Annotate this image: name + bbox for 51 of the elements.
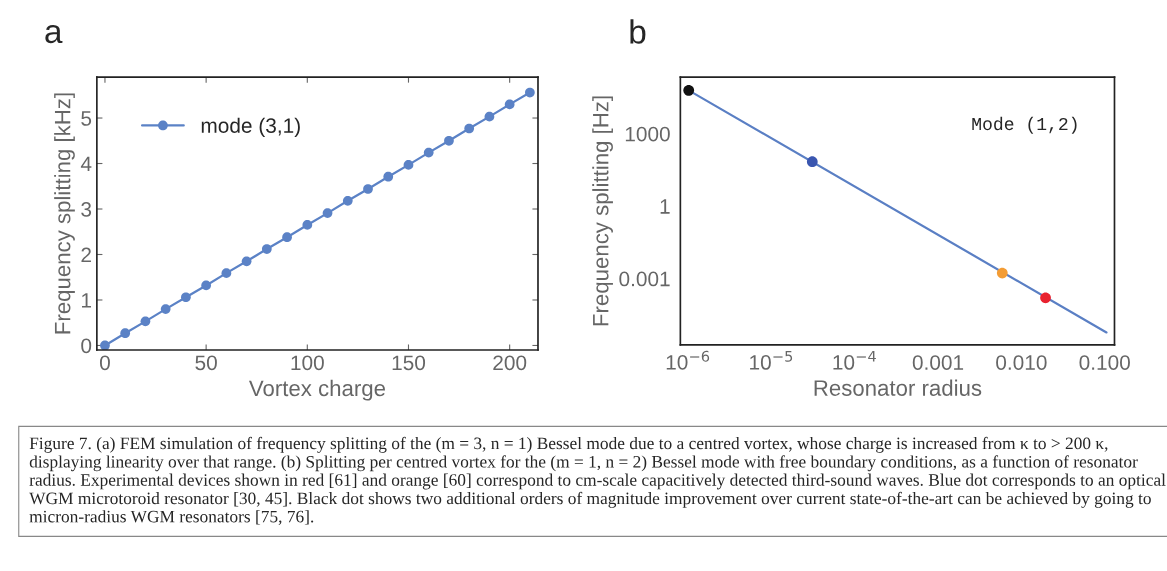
y-tick-label: 4 <box>80 156 92 172</box>
point <box>444 135 454 146</box>
point <box>201 280 211 291</box>
point <box>464 123 475 134</box>
point <box>322 208 333 218</box>
x-tick-label: 0.001 <box>912 355 964 370</box>
y-tick-label: 3 <box>81 202 92 217</box>
point <box>383 171 394 182</box>
point <box>100 340 110 351</box>
y-tick-label: 0.001 <box>619 271 670 287</box>
chart-title: a <box>45 24 63 44</box>
caption: Figure 7. (a) FEM simulation of frequency splitting of the (m = 3, n = 1) Bessel mode due to a centred vortex, whose charge is increased from κ to > 200 κ, displaying linearity over that range. (b) Splitting per centred vortex for the (m = 1, n = 2) Bessel mode with free boundary conditions, as a function of resonator radius. Experimental devices shown in red [61] and orange [60] correspond to cm-scale capacitively detected third-sound waves. Blue dot corresponds to an optical WGM microtoroid resonator [30, 45]. Black dot shows two additional orders of magnitude improvement over current state-of-the-art can be achieved by going to micron-radius WGM resonators [75, 76]. <box>29 436 1166 525</box>
y-tick-label: 1000 <box>625 126 670 142</box>
point <box>525 87 535 98</box>
point <box>160 304 171 314</box>
x-tick-label: 10$^{−5}$ <box>750 350 793 370</box>
point <box>120 328 131 339</box>
point <box>302 220 313 230</box>
point <box>261 244 272 254</box>
point <box>241 256 252 267</box>
point <box>140 316 151 327</box>
point <box>423 147 434 158</box>
y-tick-label: 1 <box>660 199 670 214</box>
point <box>181 292 191 303</box>
y-tick-label: 1 <box>82 293 91 308</box>
chart-title: b <box>630 19 646 44</box>
x-tick-label: 0.100 <box>1079 355 1130 370</box>
x-tick-label: 100 <box>291 355 324 371</box>
y-tick-label: 2 <box>81 247 91 263</box>
y-tick-label: 5 <box>81 111 92 126</box>
point <box>342 195 353 206</box>
y-tick-label: 0 <box>81 338 92 354</box>
x-axis-title: Vortex charge <box>248 379 385 401</box>
point <box>484 111 495 122</box>
x-tick-label: 10$^{−6}$ <box>666 350 710 370</box>
legend-label: mode (3,1) <box>201 117 300 138</box>
point <box>221 268 232 279</box>
point <box>403 160 414 170</box>
point <box>504 99 515 110</box>
point <box>363 184 373 194</box>
x-tick-label: 200 <box>493 355 527 371</box>
annotation: Mode (1,2) <box>972 116 1077 134</box>
x-tick-label: 50 <box>195 355 217 371</box>
x-tick-label: 0 <box>99 355 110 371</box>
y-axis-title: Frequency splitting [Hz] <box>592 96 613 326</box>
x-tick-label: 0.010 <box>996 355 1047 370</box>
x-axis-title: Resonator radius <box>814 379 982 396</box>
y-axis-title: Frequency splitting [kHz] <box>54 93 75 334</box>
x-tick-label: 10$^{−4}$ <box>833 350 876 370</box>
x-tick-label: 150 <box>392 355 426 371</box>
point <box>282 232 292 243</box>
